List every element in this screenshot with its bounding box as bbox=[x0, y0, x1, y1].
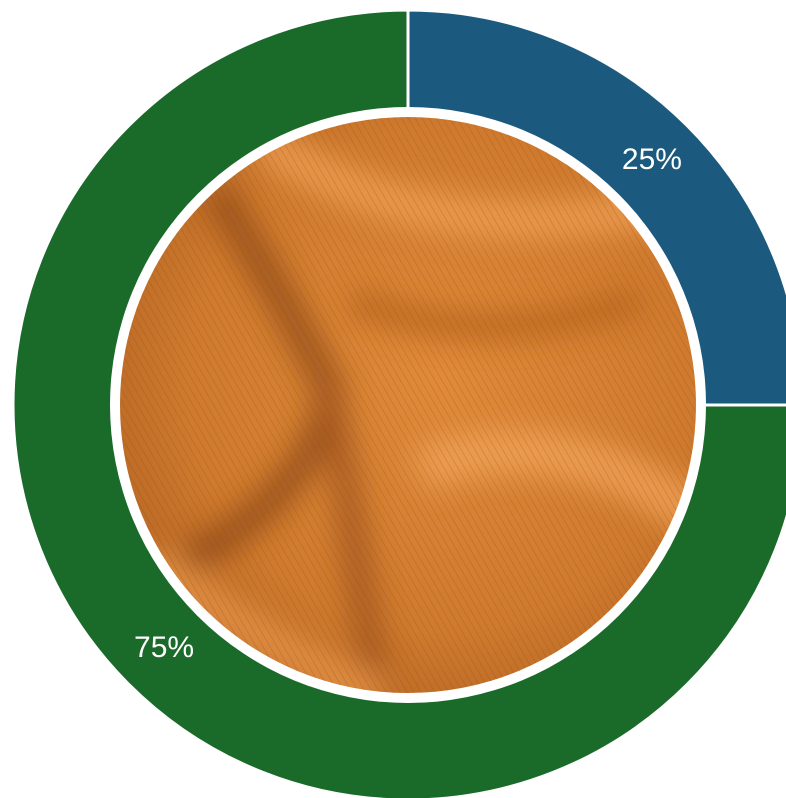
value-label: 25% bbox=[622, 143, 682, 176]
value-label: 75% bbox=[134, 631, 194, 664]
center-image bbox=[120, 117, 696, 693]
labels: 25% 75% bbox=[134, 143, 682, 664]
